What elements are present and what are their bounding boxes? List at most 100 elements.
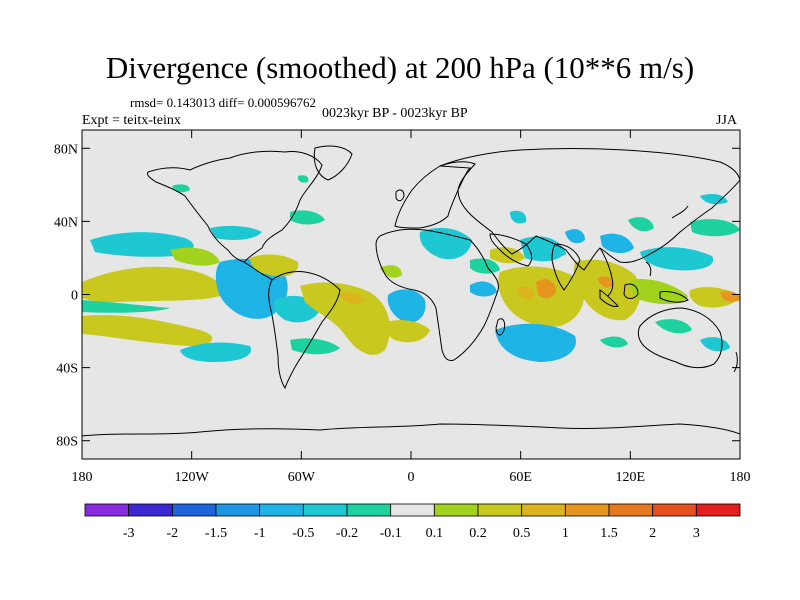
colorbar-label: -0.1 [380,526,402,541]
lon-tick-label: 60W [288,470,316,485]
contour-positive [536,279,556,299]
colorbar-swatch [564,503,610,517]
contour-negative [297,175,309,183]
contour-positive [340,292,365,304]
lon-tick-label: 0 [408,470,415,485]
contour-negative [419,227,472,260]
contour-positive [720,291,740,302]
experiment-label: Expt = teitx-teinx [82,113,181,128]
contour-negative [210,225,262,240]
coastline-new-guinea [659,291,689,303]
coastline-uk [395,189,405,202]
coastline-greenland [313,145,353,181]
contour-positive [598,276,614,288]
coastline-southeast-asia [599,247,614,297]
divergence-field [82,175,740,362]
period-label: 0023kyr BP - 0023kyr BP [322,106,468,121]
colorbar-label: 2 [649,526,656,541]
colorbar-label: 3 [693,526,700,541]
colorbar-label: 0.5 [513,526,531,541]
coastline-africa [375,228,499,361]
colorbar: -3 -2 -1.5 -1 -0.5 -0.2 -0.1 0.1 0.2 0.5 1 1.5 2 3 [84,503,741,541]
lat-tick-label: 40S [56,362,78,377]
colorbar-label: 0.1 [426,526,444,541]
contour-negative [495,323,576,362]
coastline-north-america [147,150,323,263]
contour-negative [90,232,194,257]
contour-positive [300,282,390,355]
colorbar-swatch [215,503,261,517]
contour-positive [250,254,299,277]
colorbar-swatch [390,503,435,517]
contour-positive [518,286,535,300]
contour-negative [700,337,730,352]
colorbar-label: -0.5 [292,526,314,541]
colorbar-swatch [84,503,130,517]
lon-tick-label: 120E [616,470,646,485]
lon-tick-label: 60E [509,470,532,485]
coastline-madagascar [495,318,506,336]
contour-negative [600,233,634,254]
contour-negative [290,210,325,225]
contour-negative [600,336,628,348]
colorbar-swatch [433,503,479,517]
coastline-borneo [623,283,639,299]
coastline-japan [671,205,689,219]
colorbar-swatch [171,503,217,517]
contour-negative [290,338,340,355]
contour-positive [384,320,430,343]
season-label: JJA [716,113,738,128]
colorbar-swatch [608,503,654,517]
coastline-arabia [489,233,533,267]
longitude-ticks: 180 120W 60W 0 60E 120E 180 [72,130,751,485]
contour-negative [700,194,728,205]
contour-negative [470,281,497,297]
colorbar-swatch [652,503,697,517]
coastline-sumatra [599,289,619,307]
colorbar-swatch [521,503,566,517]
coastline-australia [637,307,723,369]
lon-tick-label: 180 [72,470,93,485]
colorbar-swatch [259,503,304,517]
lat-tick-label: 80N [54,142,78,157]
colorbar-label: -2 [166,526,178,541]
coastline-central-america [243,261,273,281]
contour-negative [565,229,585,244]
coastline-new-zealand [733,351,738,373]
colorbar-swatch [695,503,741,517]
colorbar-swatch [346,503,392,517]
lat-tick-label: 0 [71,289,78,304]
coastline-philippines [645,261,652,277]
lon-tick-label: 180 [730,470,751,485]
contour-negative [387,289,426,323]
coastlines [82,145,740,437]
contour-negative [180,342,251,362]
contour-positive [82,266,223,303]
colorbar-label: -0.2 [336,526,358,541]
contour-negative [655,319,692,334]
lon-tick-label: 120W [175,470,210,485]
colorbar-swatch [477,503,523,517]
contour-positive [170,247,220,266]
contour-negative [470,258,500,274]
colorbar-label: 1.5 [600,526,618,541]
stats-text: rmsd= 0.143013 diff= 0.000596762 [130,95,316,110]
contour-negative [640,247,714,271]
coastline-antarctica [82,423,740,437]
colorbar-label: -1 [254,526,266,541]
colorbar-label: -3 [123,526,135,541]
colorbar-label: 0.2 [469,526,487,541]
contour-positive [82,314,213,346]
coastline-india [551,243,581,291]
colorbar-swatch [302,503,348,517]
contour-negative [82,300,170,313]
contour-negative [690,219,740,237]
contour-positive [629,278,688,305]
latitude-ticks: 80N 40N 0 40S 80S [54,142,740,450]
colorbar-swatch [128,503,173,517]
contour-negative [510,210,527,224]
lat-tick-label: 80S [56,435,78,450]
map-title: Divergence (smoothed) at 200 hPa (10**6 … [105,50,695,85]
coastline-south-america [268,271,341,390]
